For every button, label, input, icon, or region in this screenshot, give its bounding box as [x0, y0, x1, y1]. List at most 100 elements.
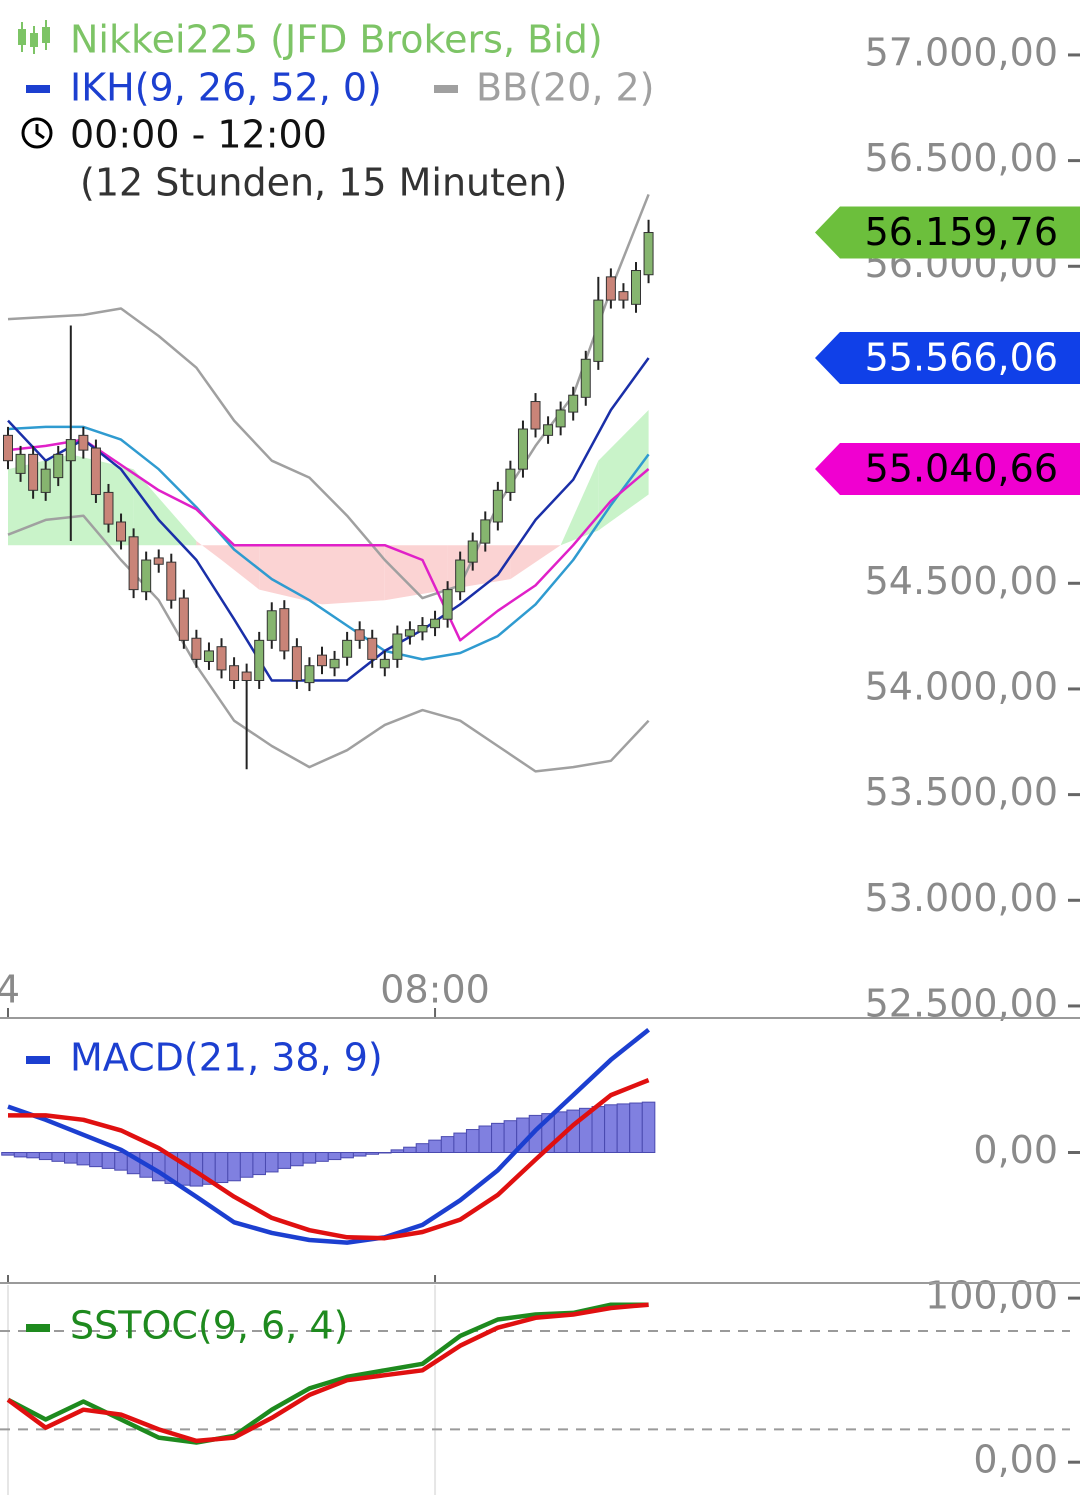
candle-body	[467, 540, 478, 563]
histogram-bar	[616, 1103, 631, 1153]
price-badge-label: 55.040,66	[865, 447, 1058, 491]
cloud	[196, 541, 222, 560]
candle-body	[128, 536, 139, 591]
candle-body	[216, 646, 227, 671]
candle-body	[317, 654, 327, 667]
candle-body	[90, 447, 101, 496]
candle-body	[141, 559, 152, 593]
candle-body	[455, 559, 466, 593]
cloud	[133, 469, 197, 546]
y-tick-label: 53.500,00	[865, 770, 1058, 814]
candle-body	[643, 232, 654, 276]
histogram-bar	[629, 1102, 643, 1153]
indicator-line	[8, 1078, 650, 1241]
histogram-bar	[478, 1125, 493, 1153]
cloud	[259, 545, 322, 605]
histogram-bar	[239, 1152, 254, 1178]
histogram-bar	[26, 1152, 40, 1159]
candle-body	[505, 468, 516, 493]
histogram-bar	[1, 1152, 15, 1156]
histogram-bar	[491, 1122, 505, 1153]
candle-body	[203, 650, 214, 662]
histogram-bar	[264, 1152, 279, 1173]
candle-body	[580, 358, 591, 398]
price-badge	[815, 206, 1080, 259]
y-tick-label: 54.500,00	[865, 559, 1058, 603]
price-badge	[815, 443, 1080, 496]
histogram-bar	[327, 1152, 342, 1161]
histogram-bar	[365, 1152, 380, 1155]
candle-body	[65, 439, 76, 462]
candle-body	[555, 409, 566, 428]
indicator-line	[7, 425, 650, 661]
indicator-name: IKH(9, 26, 52, 0)	[70, 66, 382, 110]
y-tick-label: 57.000,00	[865, 30, 1058, 74]
y-tick-label: 100,00	[925, 1274, 1058, 1318]
candle-body	[568, 394, 579, 413]
histogram-bar	[101, 1152, 116, 1169]
x-tick-label: 08:00	[380, 968, 490, 1012]
y-tick-label: 53.000,00	[865, 876, 1058, 920]
candle-body	[543, 424, 554, 436]
candle-body	[3, 434, 13, 462]
candle-body	[517, 428, 528, 470]
candle-body	[593, 299, 604, 362]
candle-body	[392, 633, 403, 660]
cloud	[221, 545, 260, 590]
histogram-bar	[13, 1152, 28, 1158]
histogram-bar	[378, 1152, 392, 1154]
histogram-bar	[227, 1152, 241, 1182]
histogram-bar	[428, 1139, 442, 1153]
histogram-bar	[465, 1129, 480, 1153]
clock-icon	[21, 117, 53, 149]
candle-body	[430, 618, 441, 629]
candle-body	[304, 665, 315, 684]
candle-body	[191, 637, 202, 660]
candle-body	[28, 453, 39, 491]
candle-body	[631, 270, 641, 305]
candle-body	[291, 646, 302, 681]
indicator-name: SSTOC(9, 6, 4)	[70, 1304, 348, 1348]
candle-body	[40, 468, 51, 493]
candle-body	[241, 671, 252, 681]
indicator-line	[7, 514, 650, 773]
indicator-line	[7, 193, 650, 600]
histogram-bar	[352, 1152, 367, 1157]
indicator-name: BB(20, 2)	[476, 66, 654, 110]
y-tick-label: 56.500,00	[865, 136, 1058, 180]
candle-body	[15, 453, 26, 474]
time-range: 00:00 - 12:00	[70, 113, 327, 157]
legend-swatch	[26, 85, 50, 93]
histogram-bar	[591, 1106, 606, 1153]
cloud	[322, 545, 385, 605]
candle-body	[605, 276, 616, 301]
candle-body	[53, 453, 64, 479]
y-tick-label: 0,00	[973, 1438, 1058, 1482]
y-tick-label: 54.000,00	[865, 664, 1058, 708]
candle-body	[417, 625, 428, 633]
plot-marks	[3, 219, 654, 1445]
cloud	[560, 460, 599, 546]
price-badge	[815, 331, 1080, 384]
plot-front: Nikkei225 (JFD Brokers, Bid) IKH(9, 26, …	[0, 18, 1080, 1348]
candle-body	[404, 629, 415, 637]
histogram-bar	[453, 1132, 467, 1153]
candle-body	[116, 521, 127, 542]
histogram-bar	[415, 1143, 430, 1153]
histogram-bar	[390, 1149, 405, 1153]
legend-swatch	[26, 1056, 50, 1064]
candle-body	[266, 610, 277, 641]
plot-back: 57.000,0056.500,0056.000,0054.500,0054.0…	[0, 30, 1080, 1495]
candle-body	[442, 589, 453, 620]
indicator-line	[6, 1302, 649, 1445]
x-tick-label: 4	[0, 968, 20, 1012]
indicator-name: MACD(21, 38, 9)	[70, 1036, 383, 1080]
candle-body	[379, 658, 390, 669]
candle-body	[342, 639, 353, 658]
candle-icon	[18, 20, 50, 54]
candle-body	[530, 401, 541, 430]
candle-body	[166, 561, 177, 601]
cloud	[510, 545, 561, 580]
